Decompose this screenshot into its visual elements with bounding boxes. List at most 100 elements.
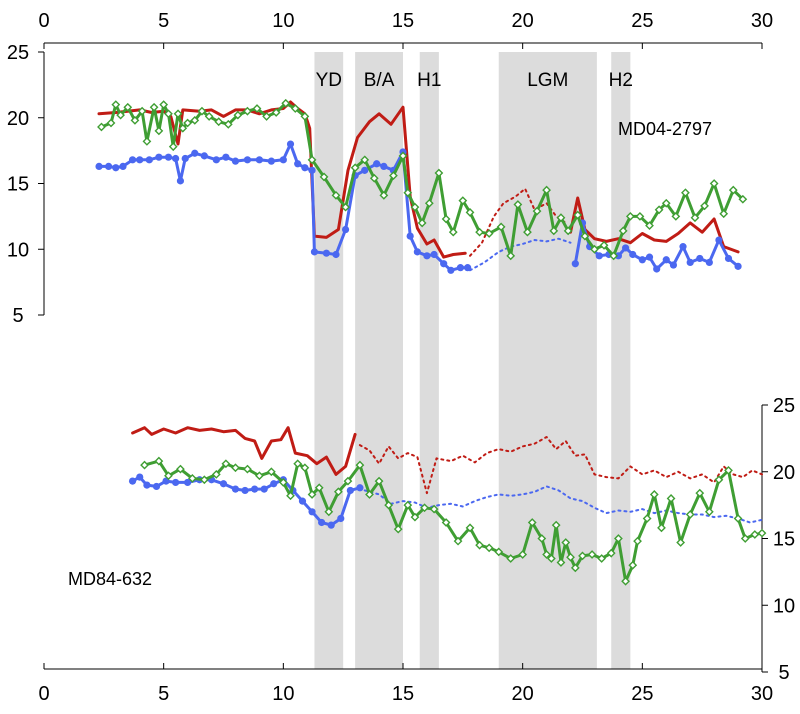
panel-2-series-red-2	[358, 436, 763, 495]
panel-1-series-green-7-point-34	[360, 155, 370, 165]
data-series	[95, 98, 767, 586]
panel-2-series-green-5-point-24	[384, 500, 394, 510]
panel-2-series-green-5-point-27	[410, 512, 420, 522]
panel-1-series-green-7-point-0	[97, 122, 106, 132]
panel-1-series-green-7-point-57	[556, 213, 566, 223]
panel-2-series-green-5-point-65	[733, 514, 743, 523]
panel-1-series-green-7-point-44	[441, 214, 451, 224]
panel-2-series-green-5-point-63	[714, 475, 724, 485]
panel-1-series-blue-4-point-24	[308, 166, 316, 174]
panel-2-series-red-2-line	[358, 436, 763, 495]
panel-2-series-green-5-point-44	[561, 538, 571, 547]
panel-2-series-green-5-point-47	[578, 551, 587, 561]
panel-2-series-red-1-line	[131, 426, 357, 476]
panel-1-series-blue-4-point-28	[341, 225, 350, 234]
panel-1-series-blue-4-point-25	[310, 248, 319, 256]
panel-2-series-green-5-point-12	[278, 478, 288, 487]
panel-1-y-tick-label-20: 20	[7, 108, 29, 130]
panel-2-series-green-5-point-39	[537, 534, 547, 543]
x-tick-label-top-20: 20	[512, 10, 534, 32]
panel-2-series-green-5-point-22	[365, 490, 374, 499]
x-tick-label-bottom-25: 25	[631, 683, 653, 705]
panel-2-series-blue-3-point-5	[172, 478, 180, 487]
panel-1-y-tick-label-10: 10	[7, 239, 29, 261]
panel-2-core-label: MD84-632	[68, 569, 152, 589]
panel-1-series-blue-4-point-15	[222, 153, 230, 161]
panel-2-series-green-5-point-0	[140, 460, 149, 470]
panel-2-y-tick-label-10: 10	[773, 595, 795, 617]
panel-2-series-red-1	[131, 426, 357, 476]
panel-1-series-green-7-point-66	[635, 211, 645, 221]
panel-1-series-green-7-point-25	[271, 108, 281, 117]
panel-1-series-green-7-point-75	[719, 209, 729, 219]
panel-1-series-green-7-point-24	[262, 112, 271, 121]
panel-1-series-blue-4-point-36	[413, 248, 421, 256]
panel-1-series-blue-4-point-3	[119, 162, 127, 171]
band-label-b-a: B/A	[364, 70, 395, 91]
panel-2-series-green-5-point-59	[676, 538, 686, 547]
panel-1-series-blue-4-point-30	[361, 166, 369, 174]
panel-2-series-green-5-point-14	[293, 459, 303, 469]
panel-2-series-green-5-point-49	[597, 554, 607, 563]
panel-1-series-blue-4-point-38	[430, 250, 438, 259]
panel-1-series-blue-4-point-35	[406, 232, 414, 240]
panel-1-series-green-7-point-30	[319, 172, 329, 182]
x-tick-label-top-30: 30	[751, 10, 773, 32]
panel-2-series-green-5-point-50	[606, 548, 616, 558]
panel-2-series-green-5-point-52	[621, 576, 630, 586]
annotation-labels: YD B/A H1 LGM H2 MD04-2797 MD84-632	[68, 70, 712, 589]
panel-1-series-blue-4-point-0	[95, 162, 103, 171]
panel-2-y-tick-label-25: 25	[773, 395, 795, 417]
panel-1-series-green-7-point-73	[700, 201, 709, 211]
panel-1-series-blue-4-point-37	[423, 252, 431, 260]
panel-1-series-blue-6-point-7	[629, 250, 637, 259]
panel-1-series-green-7-point-36	[379, 190, 389, 200]
panel-1-series-blue-4-point-18	[255, 156, 263, 164]
panel-2-y-tick-label-20: 20	[773, 462, 795, 484]
panel-1-series-blue-4-point-5	[136, 156, 144, 164]
panel-2-series-green-5-point-3	[176, 464, 185, 474]
panel-1-series-blue-4-point-27	[332, 250, 340, 259]
panel-2-series-blue-3-point-1	[136, 473, 144, 481]
panel-2-series-green-5-point-41	[546, 554, 556, 563]
panel-1-series-green-7-point-50	[496, 222, 506, 232]
panel-1-series-blue-6-point-16	[705, 258, 713, 266]
panel-2-series-green-5-point-64	[724, 466, 733, 475]
panel-1-series-green-7-point-56	[549, 226, 559, 236]
band-yd	[314, 52, 344, 669]
panel-2-series-green-5-point-36	[506, 554, 516, 563]
panel-2-series-blue-3-point-23	[356, 484, 364, 492]
panel-1-series-green-7-point-67	[645, 221, 654, 230]
panel-1-series-blue-6-point-6	[621, 244, 630, 252]
panel-1-series-green-7-point-5	[130, 115, 140, 125]
panel-2-series-blue-3-point-12	[251, 485, 259, 493]
panel-1-series-blue-4-point-9	[172, 154, 180, 163]
panel-1-series-green-7-point-48	[475, 227, 484, 237]
panel-1-core-label: MD04-2797	[618, 119, 712, 139]
panel-2-series-green-5-point-8	[231, 463, 240, 473]
panel-1-series-green-7-point-58	[563, 226, 573, 236]
panel-1-series-green-7-point-35	[369, 173, 379, 183]
panel-1-series-green-7-point-63	[609, 251, 619, 261]
panel-2-series-green-5-point-40	[542, 550, 551, 559]
panel-2-series-green-5	[140, 456, 767, 586]
axes: 0 5 10 15 20 25 300 5 10 15 20 25 305101520255101520…	[7, 10, 795, 705]
panel-2-series-green-5-point-68	[757, 528, 767, 538]
panel-1-series-green-7-point-71	[681, 188, 690, 198]
panel-2-series-green-5-point-34	[484, 543, 494, 553]
x-tick-label-bottom-10: 10	[272, 683, 294, 705]
panel-2-series-blue-3-point-18	[308, 508, 316, 516]
panel-2-series-green-5-point-6	[211, 470, 221, 479]
panel-2-series-blue-3-point-21	[337, 514, 345, 523]
panel-1-series-green-7-point-42	[424, 198, 434, 208]
panel-1-series-green-7-point-41	[417, 218, 427, 228]
panel-1-series-green-7-point-49	[484, 229, 494, 238]
panel-1-series-green-7-point-37	[389, 171, 398, 180]
panel-2-series-blue-3-point-6	[184, 478, 192, 487]
panel-1-series-green-7-point-9	[154, 126, 164, 136]
panel-1-series-blue-4-point-26	[322, 249, 331, 257]
panel-2-series-green-5-point-38	[527, 518, 537, 527]
panel-1-series-blue-4-point-6	[145, 156, 153, 164]
panel-1-series-green-7-point-7	[142, 137, 152, 146]
panel-2-series-green-5-point-35	[494, 547, 504, 557]
